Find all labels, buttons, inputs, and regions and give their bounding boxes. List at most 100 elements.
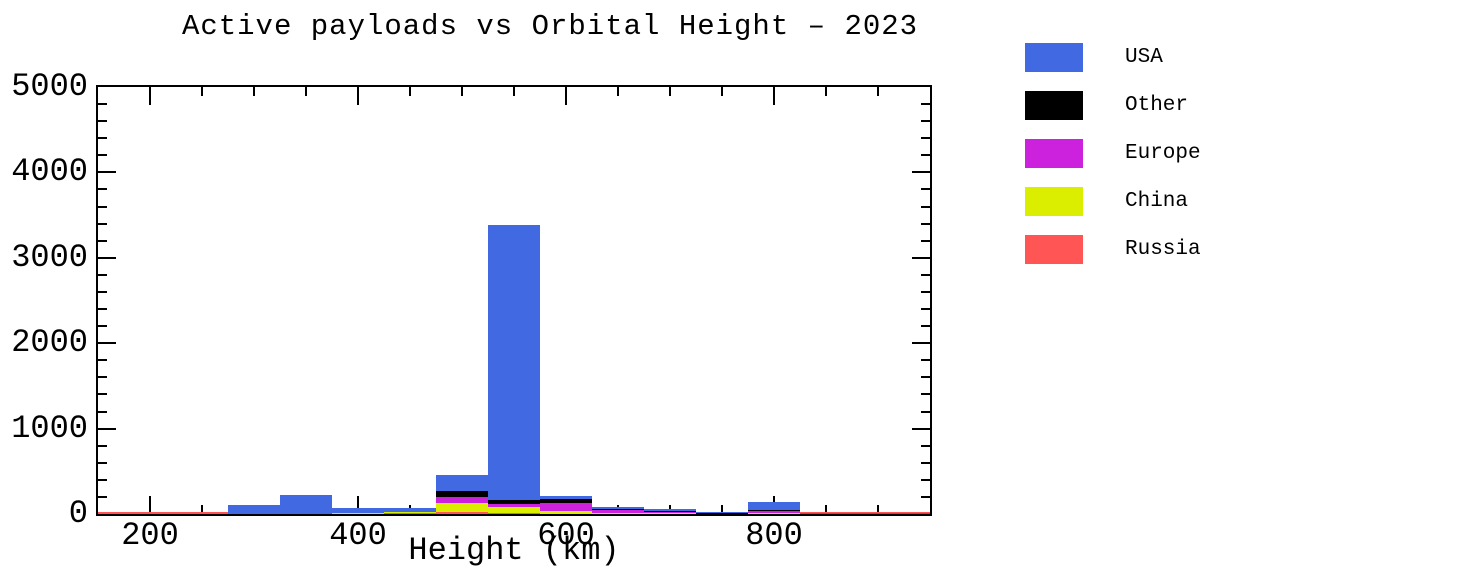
bar-segment-china — [644, 513, 696, 514]
y-minor-tick-right — [921, 461, 930, 464]
bar-segment-other — [540, 498, 592, 503]
x-minor-tick — [825, 505, 827, 514]
bar-segment-russia — [384, 513, 436, 514]
y-minor-tick — [98, 359, 107, 362]
bar-segment-china — [540, 510, 592, 514]
bar-segment-other — [748, 509, 800, 512]
x-major-tick-top — [773, 87, 775, 105]
bar-segment-usa — [228, 505, 280, 514]
legend-swatch-europe — [1025, 139, 1083, 168]
bar-segment-russia — [748, 513, 800, 514]
y-major-tick-right — [912, 171, 930, 174]
y-minor-tick-right — [921, 359, 930, 362]
legend-label: Europe — [1125, 142, 1201, 165]
x-major-tick — [357, 496, 359, 514]
bar-segment-usa — [644, 508, 696, 512]
bar-segment-usa — [748, 501, 800, 510]
bar-segment-europe — [488, 503, 540, 507]
y-minor-tick — [98, 222, 107, 225]
bar-segment-europe — [540, 502, 592, 511]
y-minor-tick-right — [921, 410, 930, 413]
legend-entry: Other — [1025, 91, 1201, 120]
y-minor-tick — [98, 290, 107, 293]
y-major-tick — [98, 256, 116, 259]
bar-segment-europe — [592, 510, 644, 514]
y-minor-tick-right — [921, 205, 930, 208]
y-tick-label: 4000 — [11, 153, 88, 191]
plot-area — [96, 85, 932, 516]
legend-label: Other — [1125, 94, 1189, 117]
x-major-tick — [149, 496, 151, 514]
legend-swatch-china — [1025, 187, 1083, 216]
y-minor-tick — [98, 205, 107, 208]
bar-segment-europe — [644, 512, 696, 514]
y-minor-tick — [98, 188, 107, 191]
x-major-tick-top — [565, 87, 567, 105]
x-minor-tick-top — [201, 87, 203, 96]
bar-segment-usa — [332, 507, 384, 514]
x-minor-tick-top — [305, 87, 307, 96]
legend-swatch-usa — [1025, 43, 1083, 72]
bar-segment-china — [592, 513, 644, 514]
y-minor-tick — [98, 103, 107, 106]
y-minor-tick — [98, 393, 107, 396]
x-minor-tick — [721, 505, 723, 514]
y-minor-tick-right — [921, 444, 930, 447]
bar-segment-usa — [384, 507, 436, 513]
bar-segment-other — [436, 490, 488, 498]
x-axis-title: Height (km) — [408, 532, 620, 569]
bar-segment-europe — [748, 511, 800, 513]
bar-segment-usa — [280, 494, 332, 514]
y-minor-tick-right — [921, 393, 930, 396]
y-minor-tick — [98, 154, 107, 157]
bar-segment-europe — [436, 497, 488, 504]
y-major-tick — [98, 427, 116, 430]
x-minor-tick-top — [513, 87, 515, 96]
y-major-tick-right — [912, 342, 930, 345]
y-major-tick — [98, 171, 116, 174]
bar-segment-usa — [696, 511, 748, 513]
y-minor-tick — [98, 325, 107, 328]
y-tick-label: 1000 — [11, 409, 88, 447]
y-minor-tick — [98, 410, 107, 413]
y-minor-tick — [98, 137, 107, 140]
bar-segment-china — [748, 512, 800, 514]
y-minor-tick-right — [921, 325, 930, 328]
y-minor-tick-right — [921, 273, 930, 276]
bar-segment-russia — [436, 512, 488, 514]
y-major-tick-right — [912, 256, 930, 259]
x-minor-tick-top — [253, 87, 255, 96]
x-minor-tick-top — [409, 87, 411, 96]
y-major-tick — [98, 342, 116, 345]
y-minor-tick-right — [921, 154, 930, 157]
bar-segment-china — [488, 506, 540, 513]
x-major-tick-top — [357, 87, 359, 105]
y-minor-tick — [98, 120, 107, 123]
x-minor-tick-top — [669, 87, 671, 96]
x-minor-tick — [201, 505, 203, 514]
y-tick-label: 3000 — [11, 238, 88, 276]
bar-segment-china — [384, 512, 436, 514]
bar-segment-usa — [488, 225, 540, 500]
y-minor-tick-right — [921, 137, 930, 140]
y-major-tick-right — [912, 427, 930, 430]
y-minor-tick — [98, 478, 107, 481]
x-minor-tick — [877, 505, 879, 514]
y-minor-tick — [98, 461, 107, 464]
y-minor-tick — [98, 239, 107, 242]
y-minor-tick — [98, 308, 107, 311]
x-tick-label: 400 — [329, 517, 387, 554]
legend-entry: Europe — [1025, 139, 1201, 168]
y-minor-tick — [98, 495, 107, 498]
legend-label: USA — [1125, 46, 1163, 69]
x-minor-tick-top — [617, 87, 619, 96]
x-minor-tick-top — [461, 87, 463, 96]
y-minor-tick — [98, 444, 107, 447]
x-tick-label: 200 — [121, 517, 179, 554]
chart-title: Active payloads vs Orbital Height – 2023 — [181, 10, 919, 43]
bar-segment-usa — [540, 495, 592, 499]
x-minor-tick-top — [877, 87, 879, 96]
legend-entry: Russia — [1025, 235, 1201, 264]
y-tick-label: 0 — [68, 495, 88, 532]
legend-swatch-other — [1025, 91, 1083, 120]
